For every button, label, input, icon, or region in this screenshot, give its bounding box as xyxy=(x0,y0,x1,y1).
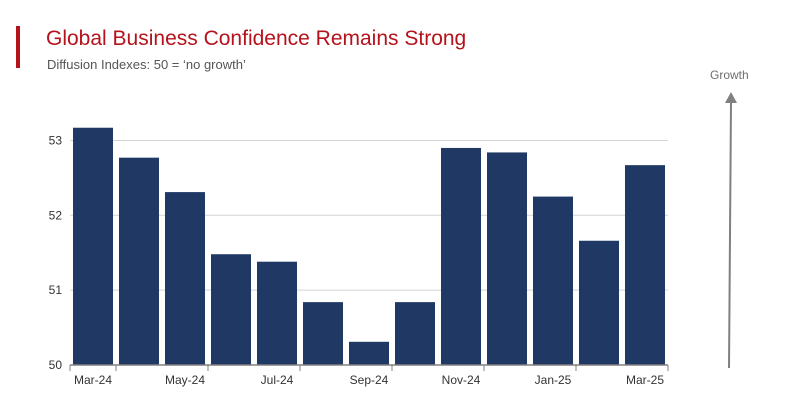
bar xyxy=(118,157,160,365)
bar xyxy=(440,147,482,365)
chart-title: Global Business Confidence Remains Stron… xyxy=(46,27,467,50)
y-tick-label: 51 xyxy=(49,283,63,297)
x-tick-label: Jul-24 xyxy=(261,373,294,387)
x-tick-label: Sep-24 xyxy=(350,373,389,387)
bar xyxy=(348,341,390,365)
bar xyxy=(394,302,436,365)
chart-subtitle: Diffusion Indexes: 50 = ‘no growth’ xyxy=(47,57,246,72)
bar xyxy=(624,165,666,365)
y-tick-label: 50 xyxy=(49,358,63,372)
x-tick-label: Mar-25 xyxy=(626,373,664,387)
y-tick-label: 53 xyxy=(49,133,63,147)
bar xyxy=(578,240,620,365)
growth-arrow-shaft xyxy=(728,101,732,369)
bar xyxy=(72,127,114,365)
bar xyxy=(532,196,574,365)
x-tick-label: May-24 xyxy=(165,373,205,387)
x-tick-label: Jan-25 xyxy=(535,373,572,387)
x-tick-label: Nov-24 xyxy=(442,373,481,387)
up-arrow-icon xyxy=(725,92,737,103)
x-tick-label: Mar-24 xyxy=(74,373,112,387)
bar xyxy=(164,192,206,365)
y-tick-label: 52 xyxy=(49,208,63,222)
bar xyxy=(486,152,528,365)
bar xyxy=(302,302,344,365)
title-accent-bar xyxy=(16,26,20,68)
growth-label: Growth xyxy=(710,68,749,82)
bar xyxy=(256,261,298,365)
bar xyxy=(210,254,252,365)
